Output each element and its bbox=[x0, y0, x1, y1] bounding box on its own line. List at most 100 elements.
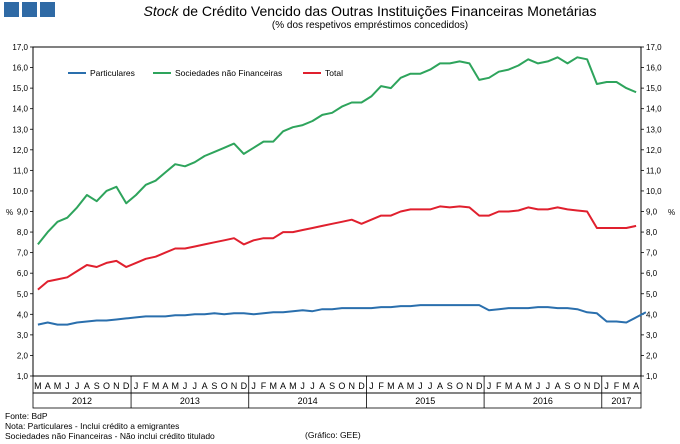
month-label: M bbox=[171, 381, 179, 391]
month-label: A bbox=[162, 381, 168, 391]
y-tick-label-right: 4,0 bbox=[646, 310, 658, 319]
gee-logo bbox=[4, 2, 55, 17]
y-axis-label-left: % bbox=[6, 208, 13, 217]
month-label: M bbox=[387, 381, 395, 391]
month-label: O bbox=[221, 381, 228, 391]
month-label: M bbox=[623, 381, 631, 391]
y-tick-label-right: 11,0 bbox=[646, 166, 662, 175]
month-label: J bbox=[487, 381, 492, 391]
y-tick-label-left: 16,0 bbox=[12, 64, 28, 73]
month-label: M bbox=[407, 381, 415, 391]
y-tick-label-left: 17,0 bbox=[12, 43, 28, 52]
month-label: J bbox=[183, 381, 188, 391]
month-label: A bbox=[45, 381, 51, 391]
month-label: J bbox=[251, 381, 256, 391]
y-tick-label-right: 16,0 bbox=[646, 64, 662, 73]
y-tick-label-left: 15,0 bbox=[12, 84, 28, 93]
month-label: A bbox=[555, 381, 561, 391]
month-label: F bbox=[261, 381, 267, 391]
month-label: N bbox=[466, 381, 473, 391]
month-label: J bbox=[65, 381, 70, 391]
month-label: M bbox=[270, 381, 278, 391]
month-label: M bbox=[34, 381, 42, 391]
month-label: A bbox=[398, 381, 404, 391]
month-label: J bbox=[75, 381, 80, 391]
y-tick-label-right: 14,0 bbox=[646, 105, 662, 114]
series-line-sociedades-n-o-financeiras bbox=[37, 56, 637, 246]
y-tick-label-right: 17,0 bbox=[646, 43, 662, 52]
y-tick-label-right: 15,0 bbox=[646, 84, 662, 93]
y-tick-label-left: 5,0 bbox=[17, 290, 29, 299]
year-label: 2015 bbox=[415, 396, 435, 406]
y-tick-label-left: 6,0 bbox=[17, 269, 29, 278]
month-label: F bbox=[496, 381, 502, 391]
month-label: J bbox=[369, 381, 374, 391]
month-label: J bbox=[418, 381, 423, 391]
y-tick-label-left: 1,0 bbox=[17, 372, 29, 381]
month-label: F bbox=[378, 381, 384, 391]
year-label: 2014 bbox=[298, 396, 318, 406]
month-label: D bbox=[358, 381, 365, 391]
series-line-particulares bbox=[37, 304, 647, 326]
y-tick-label-left: 12,0 bbox=[12, 146, 28, 155]
month-label: S bbox=[564, 381, 570, 391]
month-label: J bbox=[134, 381, 139, 391]
year-label: 2012 bbox=[72, 396, 92, 406]
y-tick-label-right: 13,0 bbox=[646, 125, 662, 134]
plot-frame bbox=[32, 46, 642, 377]
month-label: D bbox=[594, 381, 601, 391]
y-tick-label-right: 9,0 bbox=[646, 208, 658, 217]
footer-note-particulares: Nota: Particulares - Inclui crédito a em… bbox=[5, 421, 180, 431]
month-label: S bbox=[329, 381, 335, 391]
month-label: S bbox=[94, 381, 100, 391]
legend-label: Particulares bbox=[90, 68, 135, 78]
footer-note-sociedades: Sociedades não Financeiras - Não inclui … bbox=[5, 431, 215, 441]
month-label: A bbox=[84, 381, 90, 391]
y-tick-label-right: 12,0 bbox=[646, 146, 662, 155]
month-label: N bbox=[113, 381, 120, 391]
month-label: S bbox=[211, 381, 217, 391]
month-label: M bbox=[524, 381, 532, 391]
y-tick-label-left: 10,0 bbox=[12, 187, 28, 196]
chart-title: Stock de Crédito Vencido das Outras Inst… bbox=[60, 3, 680, 19]
year-label: 2016 bbox=[533, 396, 553, 406]
legend-label: Total bbox=[325, 68, 343, 78]
chart-credit: (Gráfico: GEE) bbox=[305, 430, 361, 440]
legend-label: Sociedades não Financeiras bbox=[175, 68, 282, 78]
chart-title-rest: de Crédito Vencido das Outras Instituiçõ… bbox=[178, 3, 597, 19]
chart-title-italic: Stock bbox=[143, 3, 179, 19]
month-label: S bbox=[447, 381, 453, 391]
month-label: J bbox=[428, 381, 433, 391]
y-tick-label-left: 7,0 bbox=[17, 249, 29, 258]
y-tick-label-right: 1,0 bbox=[646, 372, 658, 381]
month-label: M bbox=[152, 381, 160, 391]
month-label: F bbox=[614, 381, 620, 391]
series-line-total bbox=[37, 205, 637, 291]
y-tick-label-right: 8,0 bbox=[646, 228, 658, 237]
month-label: A bbox=[280, 381, 286, 391]
logo-square bbox=[22, 2, 37, 17]
y-tick-label-left: 3,0 bbox=[17, 331, 29, 340]
month-label: A bbox=[319, 381, 325, 391]
month-label: O bbox=[456, 381, 463, 391]
month-label: M bbox=[505, 381, 513, 391]
month-label: D bbox=[476, 381, 483, 391]
logo-square bbox=[4, 2, 19, 17]
month-label: A bbox=[515, 381, 521, 391]
month-label: O bbox=[103, 381, 110, 391]
y-tick-label-left: 11,0 bbox=[13, 166, 29, 175]
year-label: 2017 bbox=[611, 396, 631, 406]
y-tick-label-right: 6,0 bbox=[646, 269, 658, 278]
year-row-frame bbox=[32, 392, 642, 409]
y-tick-label-right: 5,0 bbox=[646, 290, 658, 299]
month-label: J bbox=[310, 381, 315, 391]
month-label: F bbox=[143, 381, 149, 391]
y-tick-label-right: 2,0 bbox=[646, 351, 658, 360]
y-tick-label-left: 13,0 bbox=[12, 125, 28, 134]
month-label: A bbox=[202, 381, 208, 391]
month-label: J bbox=[300, 381, 305, 391]
y-tick-label-left: 8,0 bbox=[17, 228, 29, 237]
month-label: J bbox=[604, 381, 609, 391]
footer-source: Fonte: BdP bbox=[5, 411, 48, 421]
logo-square bbox=[40, 2, 55, 17]
